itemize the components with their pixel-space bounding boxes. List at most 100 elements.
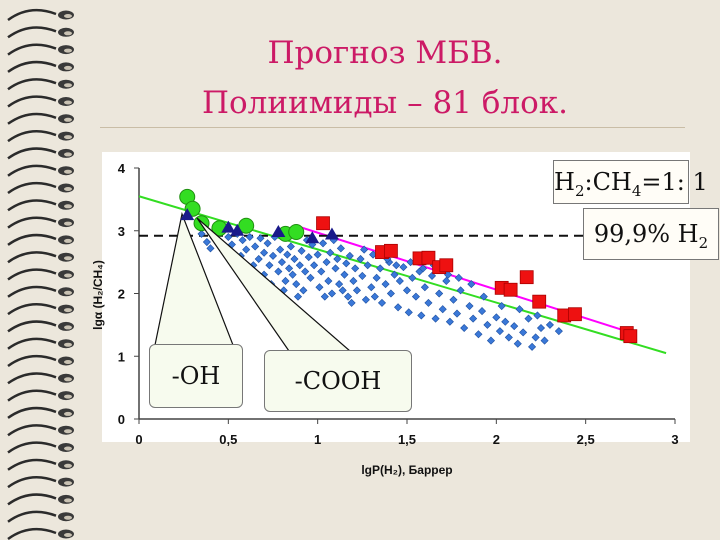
diamond-point [381, 280, 390, 289]
square-point [623, 329, 638, 344]
ratio-sub-4: 4 [631, 181, 642, 200]
spiral-ring [7, 78, 74, 91]
diamond-point [420, 283, 429, 292]
square-point [503, 282, 518, 297]
diamond-point [367, 283, 376, 292]
diamond-point [524, 314, 533, 323]
x-tick-label: 0,5 [219, 432, 237, 447]
diamond-point [361, 295, 370, 304]
spiral-ring [7, 268, 74, 281]
ratio-annotation: H2:CH4=1: 1 [553, 160, 708, 204]
diamond-point [306, 273, 315, 282]
green-trend-line [138, 195, 667, 355]
diamond-point [495, 327, 504, 336]
diamond-point [317, 267, 326, 276]
diamond-point [386, 289, 395, 298]
spiral-ring [7, 251, 74, 264]
spiral-ring [7, 493, 74, 506]
diamond-point [533, 311, 542, 320]
diamond-point [281, 276, 290, 285]
purity-text: 99,9% H [593, 220, 699, 248]
oh-label: -OH [171, 362, 221, 390]
diamond-point [315, 283, 324, 292]
diamond-point [501, 317, 510, 326]
diamond-point [486, 336, 495, 345]
diamond-point [251, 242, 260, 251]
diamond-point [313, 250, 322, 259]
diamond-point [513, 339, 522, 348]
diamond-point [372, 273, 381, 282]
diamond-point [536, 323, 546, 333]
diamond-point [338, 286, 347, 295]
x-tick-label: 1,5 [398, 432, 416, 447]
diamond-point [465, 302, 474, 311]
spiral-ring [7, 181, 74, 195]
diamond-point [419, 264, 428, 273]
diamond-point [285, 264, 294, 273]
diamond-point [336, 244, 345, 253]
diamond-point [254, 254, 263, 264]
diamond-point [483, 320, 492, 329]
square-point [568, 307, 582, 322]
diamond-point [445, 317, 454, 326]
diamond-point [197, 229, 206, 238]
diamond-point [320, 292, 329, 301]
diamond-point [402, 286, 412, 295]
spiral-ring [7, 8, 74, 22]
spiral-ring [7, 389, 74, 402]
spiral-ring [7, 26, 74, 39]
diamond-point [344, 292, 353, 301]
spiral-ring [7, 424, 74, 437]
spiral-ring [7, 372, 74, 385]
spiral-ring [7, 320, 74, 333]
x-tick-label: 2 [493, 432, 500, 447]
diamond-point [293, 292, 303, 301]
spiral-ring [7, 406, 74, 419]
diamond-point [274, 267, 283, 276]
ratio-sub-2: 2 [574, 181, 585, 200]
diamond-point [492, 313, 501, 322]
diamond-point [377, 298, 387, 307]
diamond-point [342, 259, 351, 268]
diamond-point [469, 314, 478, 323]
diamond-point [283, 250, 292, 259]
diamond-point [442, 276, 451, 285]
diamond-point [286, 242, 295, 251]
diamond-point [528, 342, 537, 351]
diamond-point [327, 289, 336, 298]
spiral-ring [7, 216, 74, 229]
diamond-point [324, 276, 333, 285]
square-point [316, 216, 330, 231]
x-axis-label: lgP(H₂), Баррер [361, 463, 452, 477]
diamond-point [424, 298, 433, 307]
diamond-point [370, 292, 379, 301]
spiral-ring [7, 303, 74, 316]
square-point [384, 243, 398, 258]
spiral-binding [7, 8, 74, 540]
title-divider [100, 127, 685, 128]
diamond-point [206, 244, 215, 253]
slide-title-line-1: Прогноз МБВ. [267, 35, 503, 71]
diamond-point [351, 264, 360, 273]
diamond-point [545, 320, 554, 329]
square-point [421, 250, 436, 265]
spiral-ring [7, 130, 74, 143]
diamond-point [394, 303, 403, 312]
diamond-point [404, 308, 413, 317]
spiral-ring [7, 95, 74, 108]
diamond-point [427, 271, 437, 280]
x-tick-label: 3 [671, 432, 678, 447]
y-tick-label: 1 [118, 349, 125, 364]
spiral-ring [7, 233, 74, 246]
diamond-point [333, 254, 342, 264]
spiral-ring [7, 60, 74, 73]
spiral-ring [7, 476, 74, 489]
diamond-point [504, 333, 513, 342]
diamond-point [202, 238, 211, 247]
diamond-point [276, 245, 285, 254]
diamond-point [478, 307, 487, 316]
ratio-suffix: =1: 1 [641, 168, 708, 196]
diamond-point [456, 286, 465, 295]
diamond-point [242, 245, 251, 254]
diamond-point [460, 323, 469, 333]
